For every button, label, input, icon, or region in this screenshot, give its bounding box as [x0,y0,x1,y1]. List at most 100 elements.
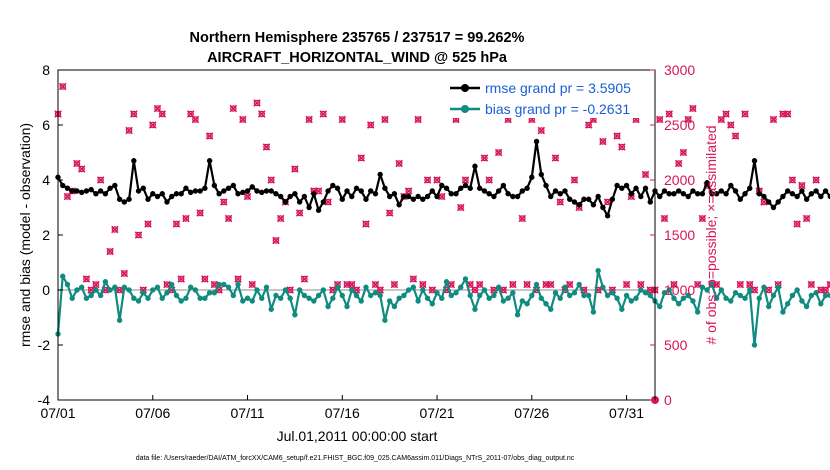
rmse-point [808,191,815,197]
rmse-point [514,193,521,200]
obs-assimilated-point [177,275,185,283]
obs-possible-point [187,110,194,118]
obs-assimilated-point [276,214,285,223]
obs-assimilated-stroke [182,214,190,223]
obs-possible-point [556,198,564,206]
rmse-point [718,188,725,194]
obs-possible-point [135,231,142,239]
obs-assimilated-point [741,110,749,118]
bias-point [600,284,606,290]
bias-point [292,312,298,318]
obs-assimilated-point [144,220,152,228]
obs-assimilated-point [106,247,114,256]
obs-possible-point [812,176,820,184]
obs-possible-point [121,270,128,277]
obs-possible-point [656,116,663,123]
obs-possible-point [177,275,185,283]
obs-assimilated-point [546,280,555,289]
obs-assimilated-stroke [172,220,181,228]
legend-bias-label: bias grand pr = -0.2631 [485,101,630,117]
bias-point [505,295,511,301]
bias-point [519,298,526,304]
rmse-point [368,188,374,194]
obs-assimilated-stroke [395,159,403,168]
obs-assimilated-stroke [390,280,399,289]
obs-possible-point [149,121,157,129]
obs-assimilated-point [229,104,238,113]
obs-assimilated-point [509,280,517,289]
obs-possible-point [106,248,114,255]
obs-assimilated-stroke [295,209,304,217]
obs-possible-point [320,110,327,118]
rmse-point [88,186,94,193]
bias-point [140,290,146,296]
bias-point [794,287,800,293]
bias-point [581,292,587,299]
bias-point [429,301,436,307]
obs-possible-point [372,281,379,288]
obs-assimilated-point [812,176,820,184]
bias-point [277,295,284,301]
obs-assimilated-stroke [537,126,546,135]
obs-possible-point [770,116,777,123]
bias-point [704,287,710,293]
bias-point [590,309,597,315]
rmse-point [761,193,767,200]
rmse-point [164,199,170,205]
rmse-point [183,185,189,191]
obs-assimilated-point [272,236,280,245]
bias-point [462,276,469,282]
bias-point [675,301,682,307]
bias-point [221,281,227,288]
obs-assimilated-point [665,110,673,118]
obs-possible-point [448,281,455,288]
obs-assimilated-stroke [419,280,427,289]
obs-possible-point [192,116,199,123]
obs-assimilated-stroke [229,104,238,113]
obs-assimilated-point [698,214,707,223]
bias-point [349,287,355,293]
obs-assimilated-stroke [750,286,759,294]
obs-assimilated-point [362,220,370,228]
obs-possible-point [737,281,744,288]
bias-point [145,295,151,301]
obs-assimilated-point [456,203,465,212]
obs-assimilated-point [395,159,403,168]
rmse-point [633,185,639,191]
bias-point [789,292,796,299]
obs-assimilated-point [196,209,204,217]
obs-possible-point [661,215,668,222]
obs-assimilated-stroke [276,214,285,223]
rmse-point [770,204,777,211]
rmse-point [382,185,388,191]
bias-point [401,292,407,299]
obs-possible-point [348,281,356,288]
obs-assimilated-stroke [518,214,527,223]
obs-possible-point [395,160,403,167]
obs-possible-point [727,121,735,129]
obs-assimilated-stroke [438,192,446,201]
obs-assimilated-stroke [153,104,162,113]
obs-assimilated-stroke [556,198,565,206]
obs-assimilated-stroke [357,154,366,162]
rmse-point [789,191,796,197]
bias-point [576,281,582,288]
rmse-point [306,204,312,211]
y-left-tick-label: -4 [38,392,51,408]
rmse-point [766,199,772,205]
obs-assimilated-point [409,275,418,283]
obs-assimilated-stroke [637,280,645,289]
rmse-point [784,188,791,194]
rmse-point [126,196,132,202]
y-right-tick-label: 2000 [664,172,695,188]
obs-assimilated-stroke [73,159,81,168]
bias-point [543,301,549,307]
obs-assimilated-stroke [300,275,309,283]
obs-assimilated-stroke [148,121,157,129]
obs-assimilated-stroke [741,110,749,118]
obs-possible-point [741,110,749,118]
rmse-point [353,185,360,191]
bias-point [514,312,521,318]
bias-point [718,287,725,293]
